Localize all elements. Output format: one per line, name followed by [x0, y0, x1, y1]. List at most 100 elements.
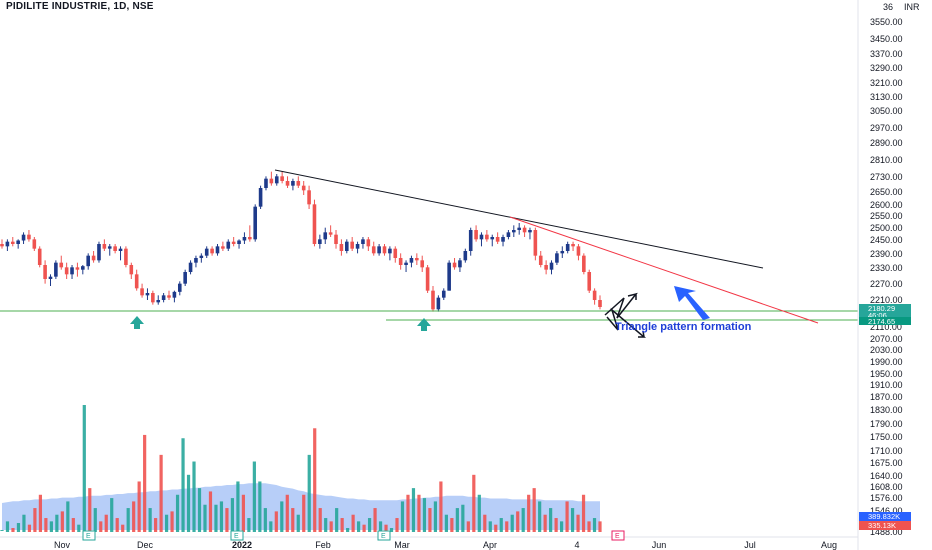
volume-bar — [477, 494, 481, 532]
price-tick-label: 2390.00 — [870, 249, 903, 259]
volume-bar — [439, 481, 443, 532]
volume-ma-area — [2, 483, 600, 530]
time-axis[interactable]: Nov Dec 2022 Feb Mar Apr 4 Jun Jul Aug — [54, 540, 837, 550]
volume-bar — [88, 488, 92, 532]
volume-bar — [324, 518, 328, 532]
candle-body — [231, 241, 236, 244]
event-marker-label-3: E — [381, 533, 386, 540]
candle-body — [420, 260, 425, 268]
price-axis[interactable]: 3550.00 3450.00 3370.00 3290.00 3210.00 3130.… — [870, 17, 903, 537]
candle-body — [248, 237, 252, 240]
event-marker[interactable] — [82, 530, 96, 541]
candle-body — [27, 234, 31, 240]
candle-body — [124, 248, 128, 265]
candle-body — [226, 241, 231, 249]
candle-body — [425, 267, 430, 291]
volume-bar — [346, 528, 350, 532]
volume-bar — [110, 498, 114, 532]
volume-bar — [225, 508, 229, 532]
volume-bar — [422, 498, 427, 532]
price-tick-label: 1990.00 — [870, 357, 903, 367]
volume-bar — [351, 514, 355, 532]
candle-body — [43, 265, 47, 279]
candle-body — [522, 227, 527, 233]
volume-bar — [66, 501, 70, 532]
resistance-trendline[interactable] — [274, 169, 764, 269]
candle-body — [404, 262, 408, 265]
candle-body — [129, 265, 134, 275]
candle-body — [382, 246, 387, 254]
candle-body — [517, 227, 521, 230]
volume-bar — [121, 524, 125, 532]
candle-body — [215, 246, 220, 254]
price-tick-label: 1830.00 — [870, 405, 903, 415]
volume-bar — [428, 508, 432, 532]
volume-bar — [455, 508, 459, 532]
price-tick-label: 2500.00 — [870, 223, 903, 233]
candle-body — [91, 255, 96, 261]
candle-body — [97, 244, 101, 261]
volume-bar — [307, 454, 311, 532]
price-tick-label: 1546.00 — [870, 506, 903, 516]
price-tick-label: 2730.00 — [870, 172, 903, 182]
event-marker-4[interactable] — [611, 530, 625, 541]
candle-body — [37, 248, 42, 265]
volume-bar — [137, 481, 141, 532]
candle-body — [172, 291, 177, 298]
volume-bar — [570, 508, 575, 532]
price-tick-label: 2030.00 — [870, 345, 903, 355]
volume-bar — [71, 518, 75, 532]
candle-body — [447, 262, 451, 291]
volume-bar — [357, 521, 361, 532]
candle-body — [328, 232, 333, 235]
price-tick-label: 3210.00 — [870, 78, 903, 88]
price-tick-label: 3290.00 — [870, 63, 903, 73]
volume-bar — [466, 521, 470, 532]
candle-body — [156, 300, 161, 303]
candle-body — [16, 240, 20, 244]
candle-body — [571, 244, 575, 247]
candle-body — [495, 237, 500, 242]
candle-body — [0, 244, 4, 247]
volume-bar — [49, 521, 53, 532]
candle-body — [441, 290, 446, 298]
volume-bar — [16, 523, 21, 532]
volume-bar — [148, 508, 152, 532]
volume-bar — [132, 501, 136, 532]
event-marker-3[interactable] — [377, 530, 391, 541]
candle-body — [576, 246, 581, 256]
pattern-annotation[interactable]: Triangle pattern formation — [615, 321, 752, 333]
time-tick-label: Feb — [315, 540, 331, 550]
volume-bar — [44, 518, 48, 532]
volume-bar — [395, 518, 399, 532]
candle-body — [474, 230, 478, 240]
candle-body — [194, 258, 198, 263]
volume-bar — [236, 481, 240, 532]
volume-bar — [400, 501, 405, 532]
price-tick-label: 3450.00 — [870, 34, 903, 44]
volume-bar — [565, 501, 569, 532]
event-marker-label-2: E — [234, 533, 239, 540]
volume-bar — [274, 511, 278, 532]
price-tick-label: 3050.00 — [870, 106, 903, 116]
candle-body — [221, 246, 225, 249]
red-trendline[interactable] — [509, 216, 819, 324]
volume-bar — [285, 494, 289, 532]
candle-body — [371, 246, 376, 254]
candle-body — [565, 244, 570, 251]
candle-body — [280, 176, 284, 181]
volume-bar — [159, 454, 163, 532]
volume-bar — [60, 511, 64, 532]
candle-body — [21, 234, 26, 241]
candle-body — [301, 185, 306, 191]
candle-body — [242, 237, 247, 241]
candle-body — [269, 178, 274, 184]
event-marker-2[interactable] — [230, 530, 244, 541]
candle-body — [10, 241, 15, 244]
volume-bar — [170, 511, 174, 532]
volume-bar — [367, 518, 372, 532]
volume-bar — [483, 514, 487, 532]
price-tick-label: 2110.00 — [870, 322, 902, 332]
candle-body — [134, 274, 139, 289]
